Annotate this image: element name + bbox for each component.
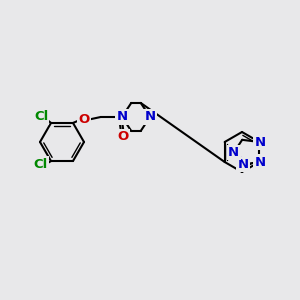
Text: N: N	[255, 155, 266, 169]
Text: O: O	[78, 113, 90, 126]
Text: Cl: Cl	[34, 158, 48, 171]
Text: N: N	[255, 136, 266, 148]
Text: N: N	[238, 158, 249, 171]
Text: Cl: Cl	[34, 110, 48, 123]
Text: N: N	[228, 146, 239, 159]
Text: O: O	[117, 130, 129, 143]
Text: N: N	[144, 110, 156, 123]
Text: N: N	[116, 110, 128, 123]
